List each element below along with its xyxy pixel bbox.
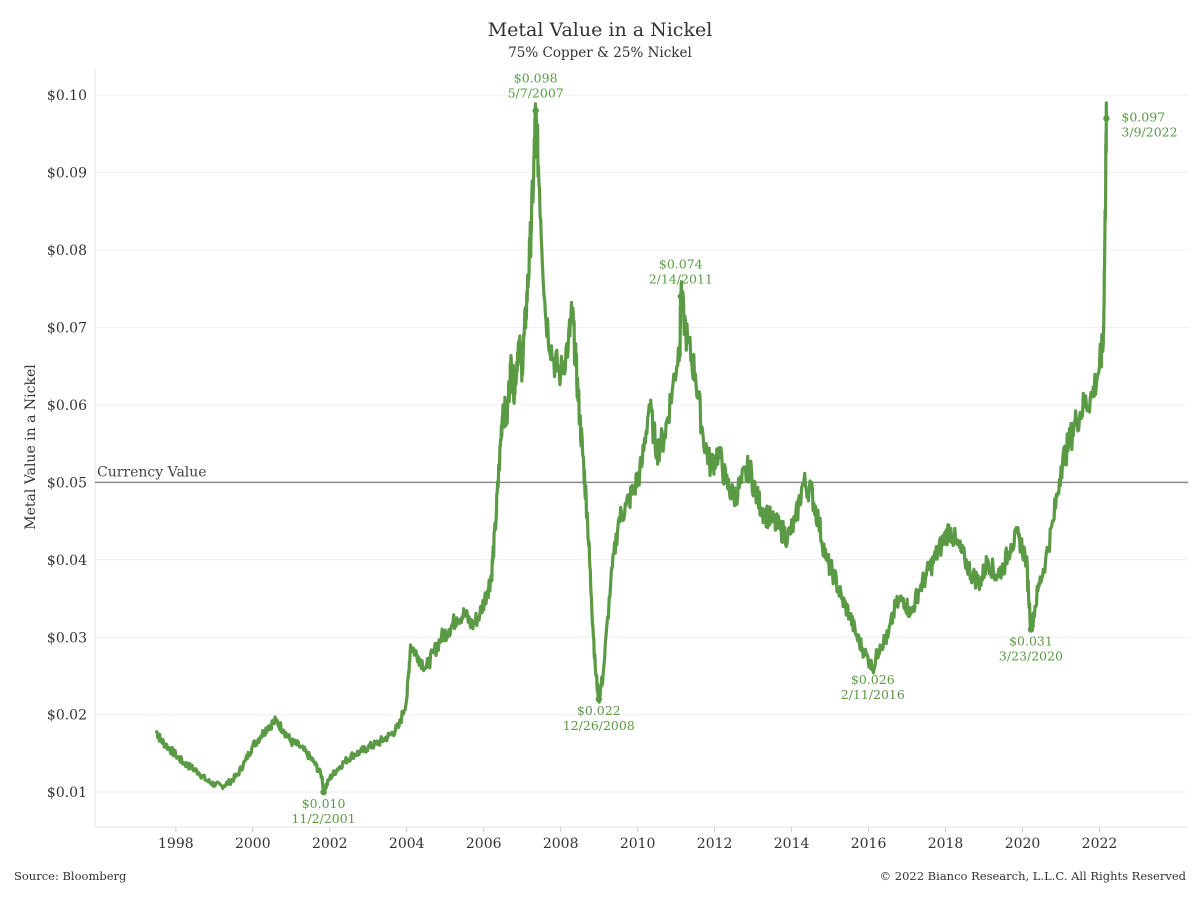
y-tick-label: $0.06 [47,398,87,414]
chart-subtitle: 75% Copper & 25% Nickel [508,45,692,61]
annotation-dot [677,293,684,300]
annotation-dot [1103,115,1110,122]
annotation-value: $0.098 [514,71,558,86]
plot-area [94,68,1188,828]
y-tick-label: $0.08 [47,243,87,259]
series-line [155,101,1108,796]
y-tick-label: $0.02 [47,708,87,724]
y-tick-label: $0.10 [47,88,87,104]
chart-title: Metal Value in a Nickel [488,19,713,41]
x-tick-label: 2004 [389,836,425,852]
gridlines [95,94,1188,793]
annotation-value: $0.074 [659,256,703,271]
x-tick-label: 2012 [697,836,733,852]
annotation-dot [595,696,602,703]
x-tick-label: 2016 [851,836,887,852]
annotation-date: 11/2/2001 [292,811,356,826]
annotation-value: $0.022 [577,703,621,718]
source-note: Source: Bloomberg [14,869,127,883]
annotation-value: $0.010 [302,796,346,811]
x-tick-label: 2014 [774,836,810,852]
x-tick-label: 2000 [235,836,271,852]
y-tick-label: $0.09 [47,166,87,182]
annotation-dot [869,665,877,672]
y-axis-ticks: $0.01 $0.02 $0.03 $0.04 $0.05 $0.06 $0.07 $0.08… [47,88,87,801]
annotation-date: 3/23/2020 [999,649,1063,664]
x-tick-label: 2008 [543,836,579,852]
annotation-value: $0.097 [1121,109,1165,124]
x-tick-label: 2020 [1005,836,1041,852]
annotation-date: 5/7/2007 [508,86,564,101]
x-tick-label: 2006 [466,836,502,852]
y-tick-label: $0.07 [47,320,87,336]
y-tick-label: $0.04 [47,553,87,569]
annotation-dot [1027,626,1035,633]
annotation-value: $0.026 [851,672,895,687]
annotation-date: 12/26/2008 [563,718,635,733]
y-tick-label: $0.05 [47,475,87,491]
x-tick-label: 2018 [928,836,964,852]
copyright-note: © 2022 Bianco Research, L.L.C. All Right… [880,869,1187,883]
y-tick-label: $0.03 [47,630,87,646]
x-axis-ticks: 1998 2000 2002 2004 2006 2008 2010 2012 2014 2016… [158,827,1117,852]
annotation-value: $0.031 [1009,634,1053,649]
x-tick-label: 2002 [312,836,348,852]
x-tick-label: 2010 [620,836,656,852]
x-tick-label: 1998 [158,836,194,852]
y-axis-label: Metal Value in a Nickel [23,364,39,530]
annotation-date: 2/11/2016 [841,687,905,702]
annotation-date: 3/9/2022 [1121,124,1177,139]
annotation-date: 2/14/2011 [649,271,713,286]
annotation-dot [320,788,327,796]
x-tick-label: 2022 [1082,836,1118,852]
y-tick-label: $0.01 [47,785,87,801]
currency-value-label: Currency Value [97,464,207,480]
annotation-dot [532,107,539,114]
